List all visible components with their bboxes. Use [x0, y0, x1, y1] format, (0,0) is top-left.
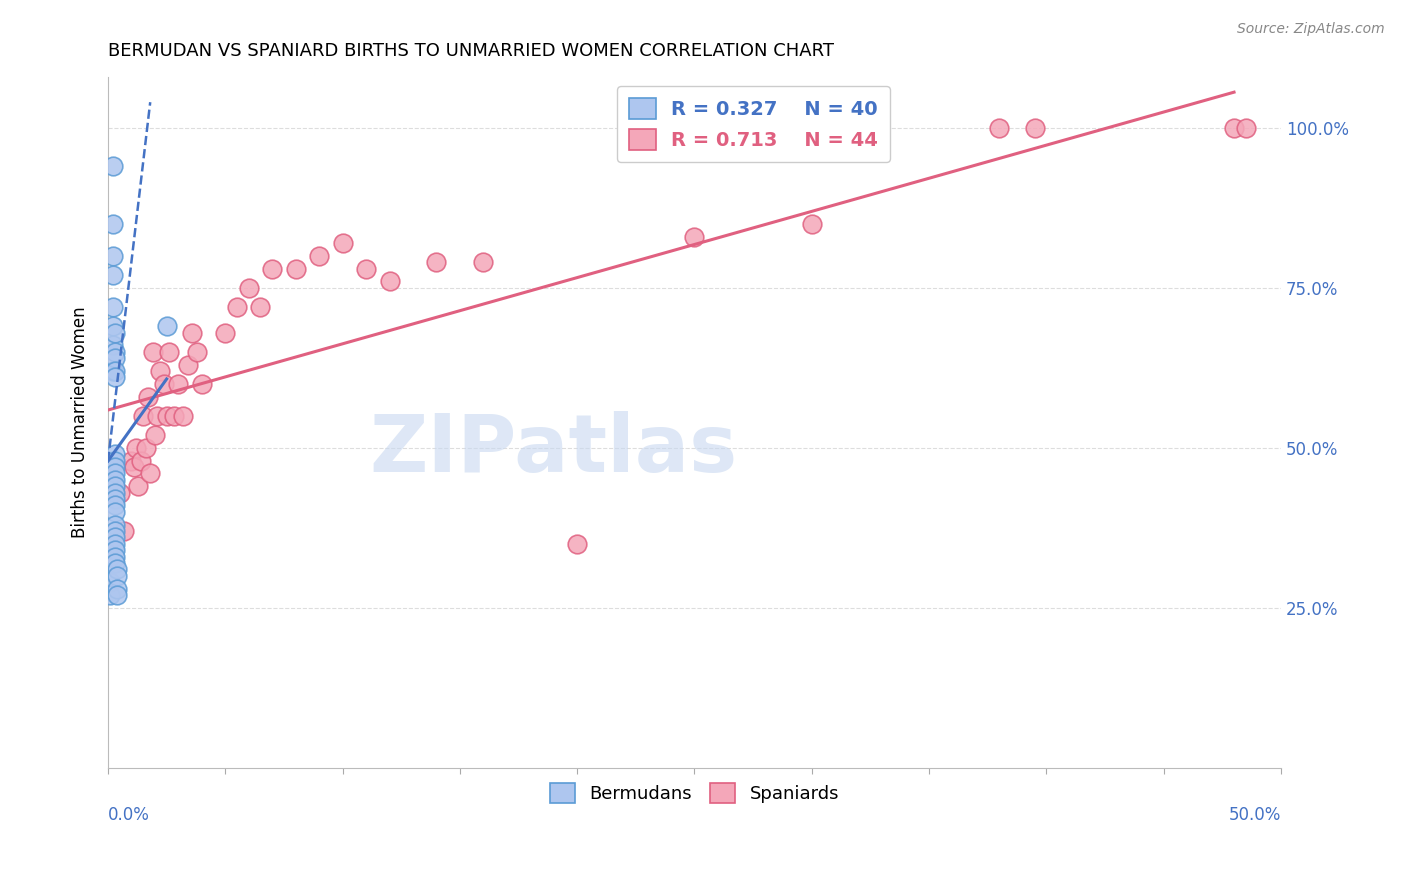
- Point: [101, 453, 124, 467]
- Point: [157, 344, 180, 359]
- Point: [135, 441, 157, 455]
- Point: [104, 524, 127, 538]
- Point: [104, 467, 127, 481]
- Y-axis label: Births to Unmarried Women: Births to Unmarried Women: [72, 306, 89, 538]
- Point: [112, 524, 135, 538]
- Point: [149, 364, 172, 378]
- Point: [101, 300, 124, 314]
- Text: ZIPatlas: ZIPatlas: [370, 411, 738, 489]
- Point: [156, 319, 179, 334]
- Point: [177, 358, 200, 372]
- Point: [104, 491, 127, 506]
- Point: [125, 441, 148, 455]
- Point: [186, 344, 208, 359]
- Point: [143, 428, 166, 442]
- Point: [425, 255, 447, 269]
- Point: [683, 229, 706, 244]
- Point: [101, 268, 124, 282]
- Point: [104, 473, 127, 487]
- Point: [156, 409, 179, 423]
- Point: [136, 390, 159, 404]
- Point: [104, 517, 127, 532]
- Point: [132, 409, 155, 423]
- Legend: Bermudans, Spaniards: Bermudans, Spaniards: [543, 776, 846, 811]
- Point: [105, 562, 128, 576]
- Point: [104, 326, 127, 340]
- Point: [101, 338, 124, 352]
- Point: [249, 300, 271, 314]
- Point: [105, 582, 128, 596]
- Point: [105, 588, 128, 602]
- Point: [104, 543, 127, 558]
- Point: [191, 376, 214, 391]
- Point: [332, 235, 354, 250]
- Point: [354, 261, 377, 276]
- Point: [104, 485, 127, 500]
- Point: [153, 376, 176, 391]
- Point: [472, 255, 495, 269]
- Text: 0.0%: 0.0%: [108, 805, 150, 823]
- Point: [101, 364, 124, 378]
- Point: [214, 326, 236, 340]
- Point: [101, 217, 124, 231]
- Point: [101, 319, 124, 334]
- Point: [129, 453, 152, 467]
- Point: [104, 364, 127, 378]
- Point: [98, 588, 121, 602]
- Point: [104, 459, 127, 474]
- Point: [104, 447, 127, 461]
- Point: [1223, 120, 1246, 135]
- Point: [172, 409, 194, 423]
- Point: [108, 485, 131, 500]
- Point: [988, 120, 1011, 135]
- Point: [104, 549, 127, 564]
- Point: [308, 249, 330, 263]
- Point: [1024, 120, 1046, 135]
- Point: [146, 409, 169, 423]
- Point: [800, 217, 823, 231]
- Point: [101, 159, 124, 173]
- Point: [567, 537, 589, 551]
- Point: [104, 479, 127, 493]
- Point: [101, 459, 124, 474]
- Point: [163, 409, 186, 423]
- Point: [104, 499, 127, 513]
- Point: [104, 537, 127, 551]
- Point: [104, 351, 127, 366]
- Point: [262, 261, 284, 276]
- Point: [104, 370, 127, 384]
- Point: [284, 261, 307, 276]
- Point: [98, 575, 121, 590]
- Point: [104, 453, 127, 467]
- Point: [139, 467, 162, 481]
- Point: [104, 505, 127, 519]
- Point: [98, 549, 121, 564]
- Point: [104, 344, 127, 359]
- Text: Source: ZipAtlas.com: Source: ZipAtlas.com: [1237, 22, 1385, 37]
- Point: [238, 281, 260, 295]
- Point: [120, 453, 142, 467]
- Point: [104, 530, 127, 544]
- Point: [226, 300, 249, 314]
- Point: [167, 376, 190, 391]
- Point: [127, 479, 149, 493]
- Text: 50.0%: 50.0%: [1229, 805, 1281, 823]
- Point: [122, 459, 145, 474]
- Point: [101, 249, 124, 263]
- Point: [1234, 120, 1257, 135]
- Point: [105, 568, 128, 582]
- Point: [181, 326, 204, 340]
- Point: [142, 344, 165, 359]
- Point: [104, 556, 127, 570]
- Text: BERMUDAN VS SPANIARD BIRTHS TO UNMARRIED WOMEN CORRELATION CHART: BERMUDAN VS SPANIARD BIRTHS TO UNMARRIED…: [108, 42, 834, 60]
- Point: [378, 274, 401, 288]
